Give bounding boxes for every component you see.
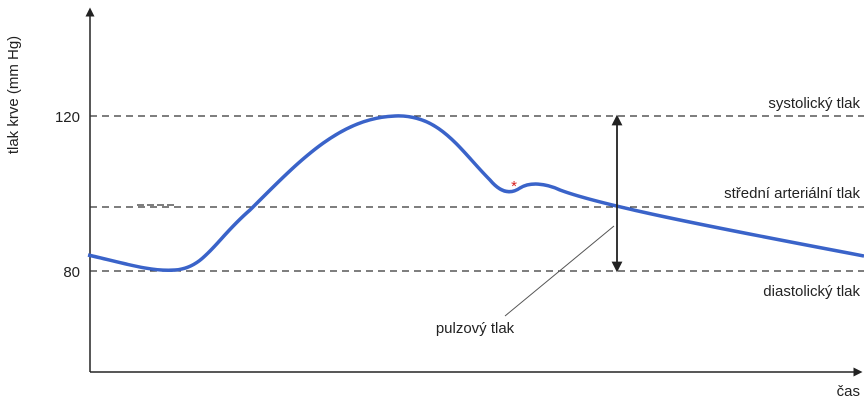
dicrotic-marker: *: [511, 178, 517, 195]
systolic-label: systolický tlak: [768, 95, 860, 112]
y-tick-label: 120: [55, 109, 80, 126]
pressure-curve: [87, 114, 864, 273]
diastolic-label: diastolický tlak: [763, 283, 860, 300]
y-tick-label: 80: [63, 264, 80, 281]
x-axis-label: čas: [837, 383, 860, 400]
leader-line: [504, 225, 615, 317]
level-lines: [90, 115, 864, 272]
mean-label: střední arteriální tlak: [724, 185, 860, 202]
pulse-label: pulzový tlak: [436, 320, 515, 337]
y-axis-label: tlak krve (mm Hg): [5, 36, 22, 154]
